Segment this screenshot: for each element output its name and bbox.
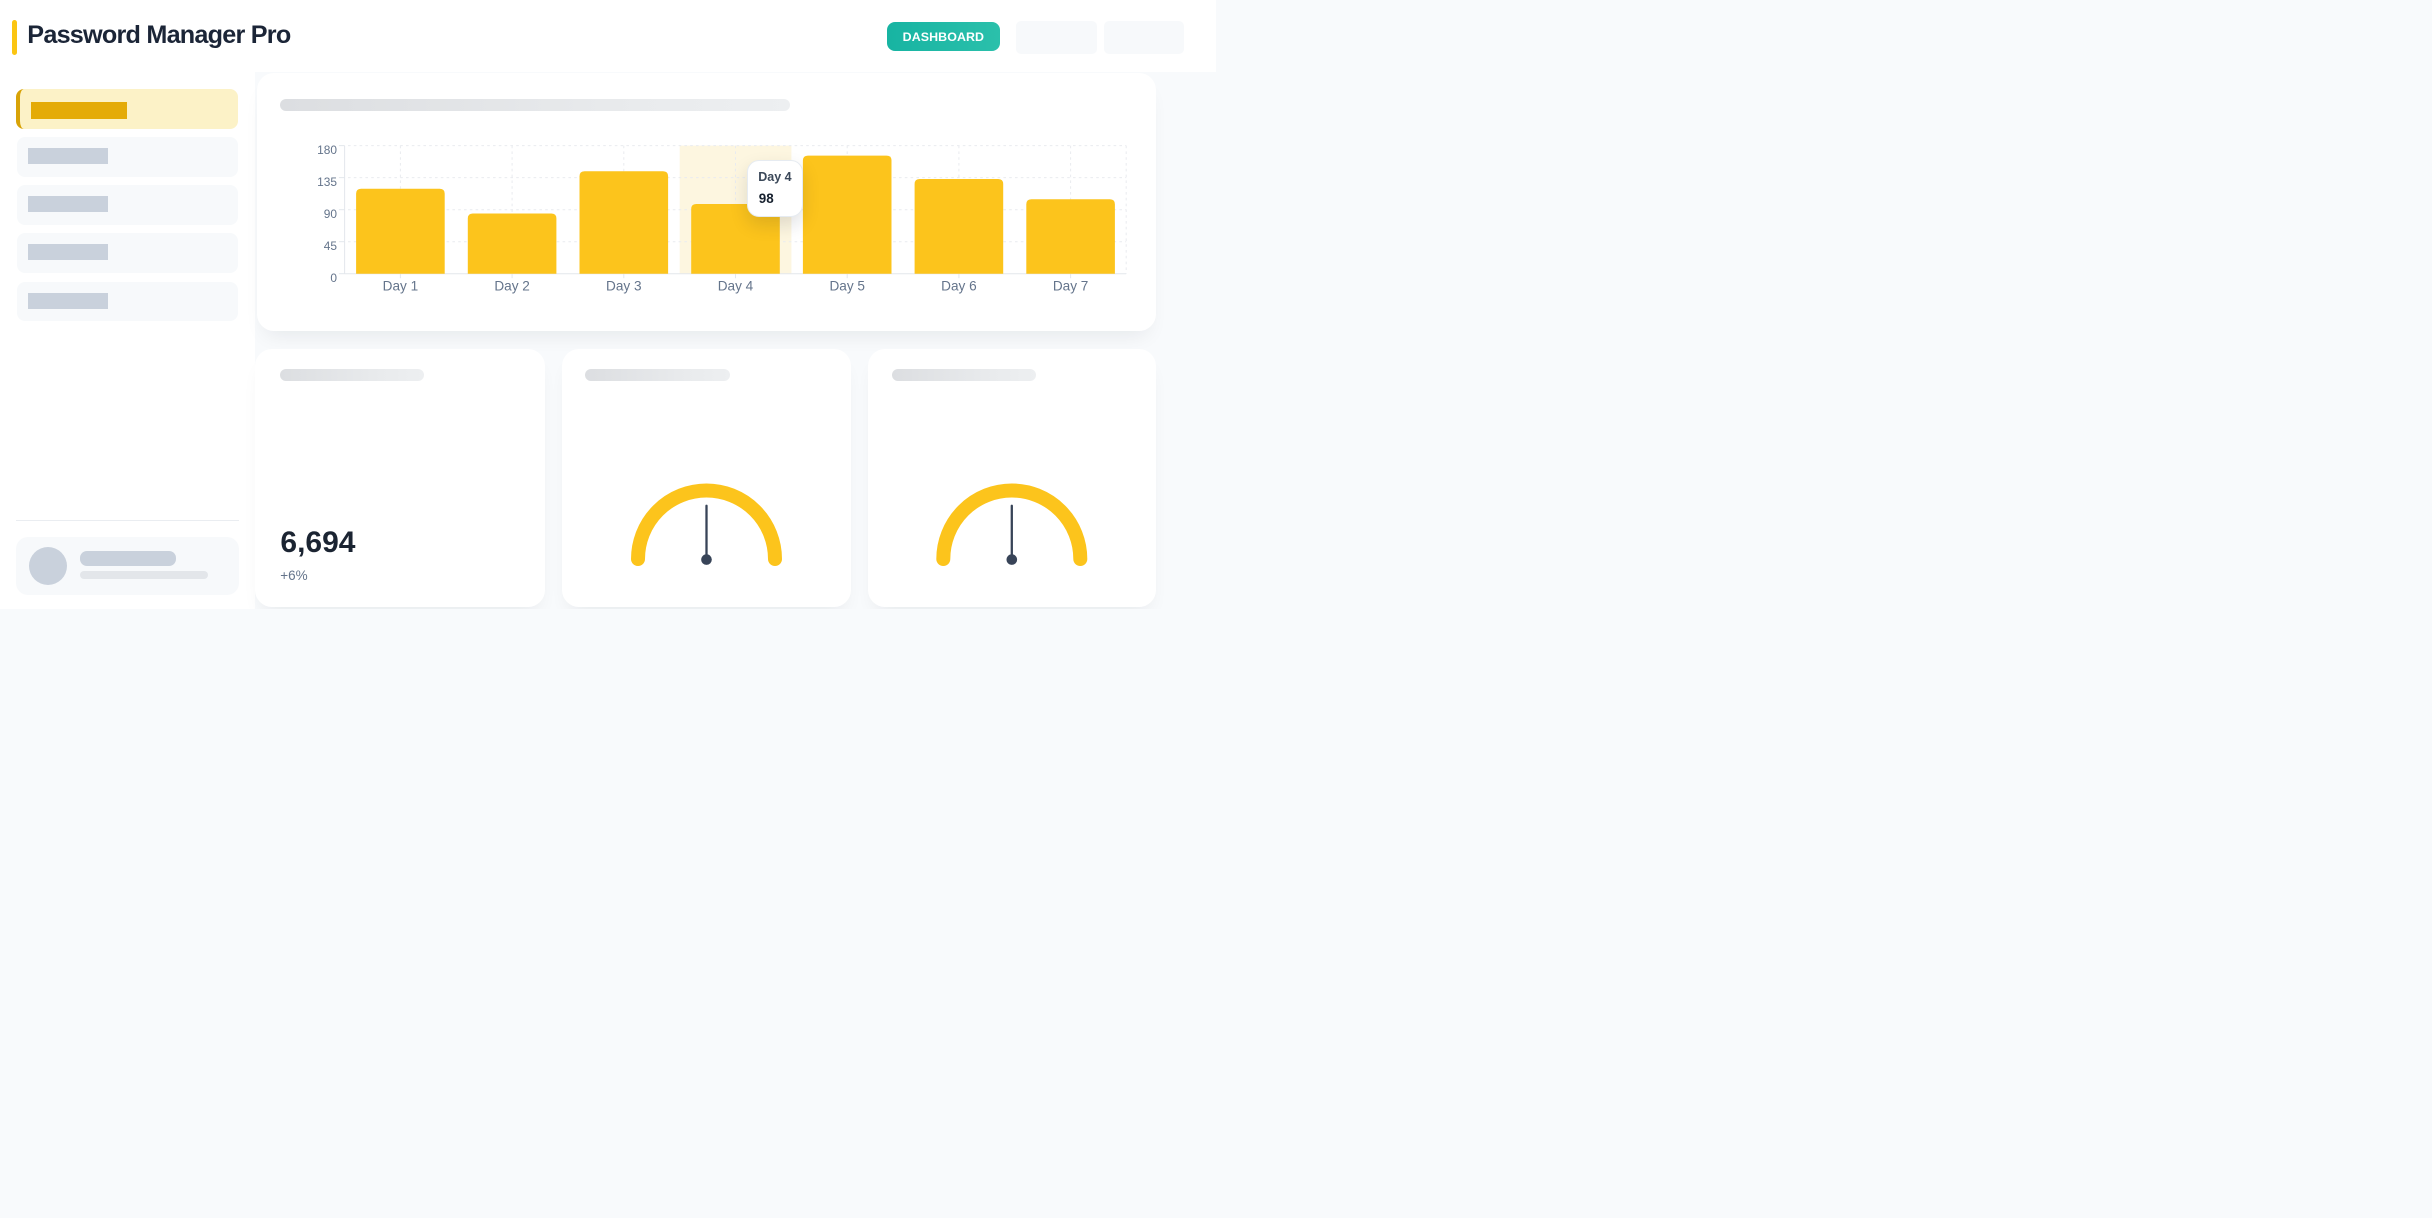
svg-text:Day 2: Day 2 (494, 278, 530, 293)
svg-text:Day 3: Day 3 (606, 278, 642, 293)
svg-text:180: 180 (317, 143, 337, 157)
svg-text:Day 5: Day 5 (829, 278, 865, 293)
svg-text:Day 4: Day 4 (718, 278, 754, 293)
svg-text:Day 1: Day 1 (383, 278, 419, 293)
svg-text:Day 6: Day 6 (941, 278, 977, 293)
svg-text:45: 45 (324, 239, 338, 253)
svg-text:135: 135 (317, 175, 337, 189)
svg-text:90: 90 (324, 207, 338, 221)
svg-text:0: 0 (330, 271, 337, 285)
svg-text:Day 7: Day 7 (1053, 278, 1089, 293)
